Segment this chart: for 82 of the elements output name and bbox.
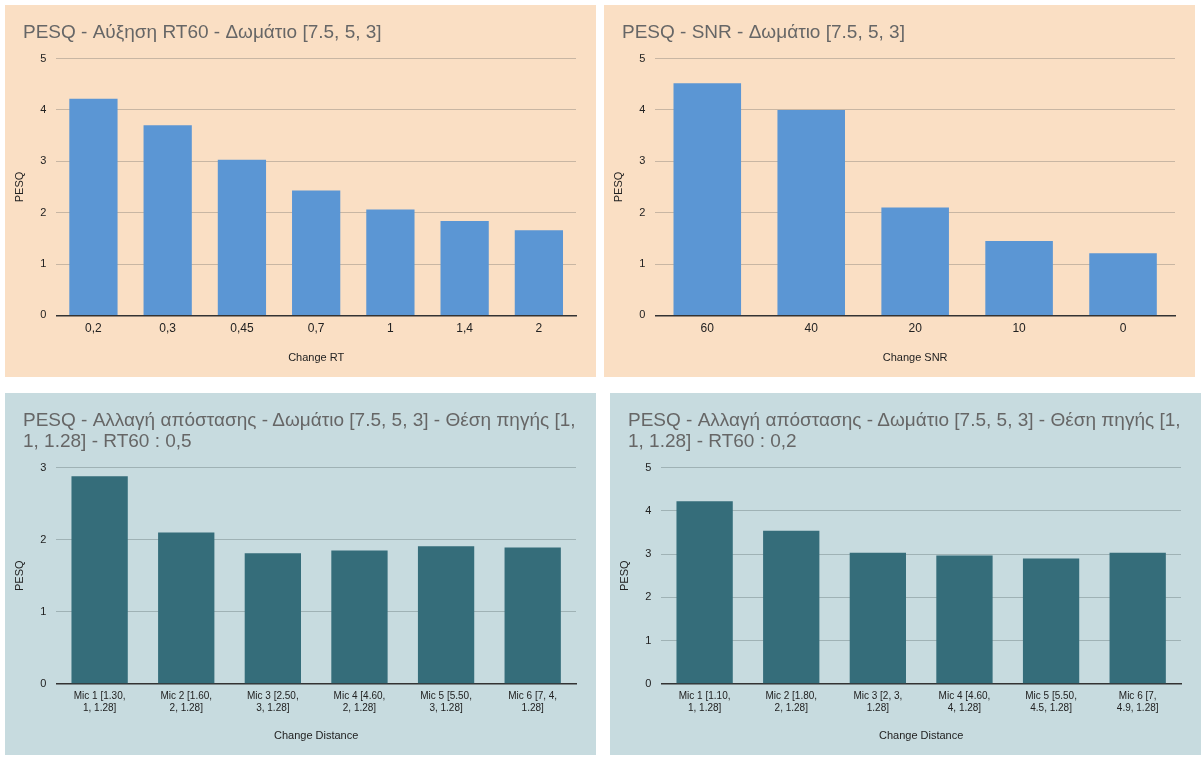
bar — [143, 125, 192, 315]
bar — [331, 550, 388, 684]
bar — [777, 109, 845, 315]
y-tick-label: 2 — [40, 532, 47, 545]
y-tick-label: 0 — [645, 676, 652, 689]
bar — [936, 555, 993, 684]
bar — [71, 476, 128, 684]
y-tick-label: 4 — [639, 102, 646, 115]
y-tick-label: 0 — [639, 308, 646, 321]
y-tick-label: 3 — [40, 154, 47, 167]
y-axis-title: PESQ — [12, 171, 25, 203]
chart-title: PESQ - Αλλαγή απόστασης - Δωμάτιο [7.5, 5, 3] - Θέση πηγής [1, 1, 1.28] - RT60 : 0,2 — [627, 408, 1182, 451]
x-tick-label: 0,3 — [159, 320, 177, 335]
y-tick-label: 1 — [40, 604, 47, 617]
x-tick-label: Mic 2 [1.60, 2, 1.28] — [160, 689, 213, 713]
bar — [440, 220, 489, 315]
bar — [69, 98, 118, 315]
y-tick-label: 1 — [639, 257, 646, 270]
bar — [763, 530, 820, 684]
y-tick-label: 2 — [645, 590, 652, 603]
chart-title: PESQ - Αύξηση RT60 - Δωμάτιο [7.5, 5, 3] — [22, 20, 383, 42]
y-tick-label: 0 — [40, 676, 47, 689]
chart-title: PESQ - Αλλαγή απόστασης - Δωμάτιο [7.5, 5, 3] - Θέση πηγής [1, 1, 1.28] - RT60 : 0,5 — [22, 408, 577, 451]
x-axis-title: Change SNR — [882, 351, 948, 364]
bar — [292, 190, 341, 315]
x-tick-label: Mic 6 [7, 4, 1.28] — [508, 689, 558, 713]
y-tick-label: 0 — [40, 308, 47, 321]
x-tick-label: Mic 6 [7, 4.9, 1.28] — [1116, 689, 1159, 713]
bar — [881, 207, 949, 315]
bar — [244, 553, 301, 684]
y-tick-label: 3 — [40, 460, 47, 473]
x-tick-label: 40 — [804, 320, 819, 335]
x-tick-label: Mic 1 [1.30, 1, 1.28] — [73, 689, 126, 713]
x-axis-title: Change Distance — [878, 729, 964, 742]
bar — [417, 546, 475, 684]
x-tick-label: Mic 1 [1.10, 1, 1.28] — [678, 689, 731, 713]
x-tick-label: 60 — [700, 320, 715, 335]
y-tick-label: 3 — [645, 547, 652, 560]
x-tick-label: Mic 3 [2.50, 3, 1.28] — [247, 689, 299, 713]
x-tick-label: Mic 3 [2, 3, 1.28] — [853, 689, 903, 713]
y-tick-label: 2 — [639, 205, 646, 218]
y-tick-label: 5 — [645, 460, 652, 473]
y-axis-title: PESQ — [611, 171, 624, 203]
bar — [849, 552, 906, 684]
x-tick-label: Mic 4 [4.60, 2, 1.28] — [333, 689, 386, 713]
bar — [1089, 253, 1157, 315]
x-tick-label: 10 — [1012, 320, 1027, 335]
x-tick-label: 0,2 — [85, 320, 103, 335]
y-tick-label: 5 — [40, 51, 47, 64]
x-tick-label: 0 — [1119, 320, 1127, 335]
y-tick-label: 4 — [645, 503, 652, 516]
x-tick-label: Mic 2 [1.80, 2, 1.28] — [765, 689, 818, 713]
bar — [676, 501, 733, 684]
x-tick-label: Mic 5 [5.50, 3, 1.28] — [420, 689, 472, 713]
y-tick-label: 5 — [639, 51, 646, 64]
y-axis-title: PESQ — [12, 559, 25, 591]
x-axis-title: Change Distance — [273, 729, 359, 742]
bar — [504, 547, 561, 684]
x-tick-label: 1,4 — [456, 320, 474, 335]
y-tick-label: 1 — [645, 633, 652, 646]
x-tick-label: Mic 4 [4.60, 4, 1.28] — [938, 689, 991, 713]
bar — [985, 240, 1053, 315]
bar — [366, 209, 415, 315]
x-tick-label: 1 — [387, 320, 395, 335]
x-tick-label: 0,7 — [307, 320, 325, 335]
y-tick-label: 3 — [639, 154, 646, 167]
x-tick-label: 2 — [535, 320, 543, 335]
bar — [158, 532, 215, 684]
x-tick-label: 20 — [908, 320, 923, 335]
chart-title: PESQ - SNR - Δωμάτιο [7.5, 5, 3] — [621, 20, 906, 42]
bar — [673, 83, 742, 315]
bar — [1109, 552, 1166, 684]
y-tick-label: 4 — [40, 102, 47, 115]
bar — [1022, 558, 1080, 684]
x-tick-label: Mic 5 [5.50, 4.5, 1.28] — [1025, 689, 1077, 713]
y-tick-label: 1 — [40, 257, 47, 270]
y-axis-title: PESQ — [617, 559, 630, 591]
bar — [514, 230, 564, 315]
bar — [217, 159, 267, 315]
x-axis-title: Change RT — [288, 351, 345, 364]
x-tick-label: 0,45 — [230, 320, 254, 335]
y-tick-label: 2 — [40, 205, 47, 218]
